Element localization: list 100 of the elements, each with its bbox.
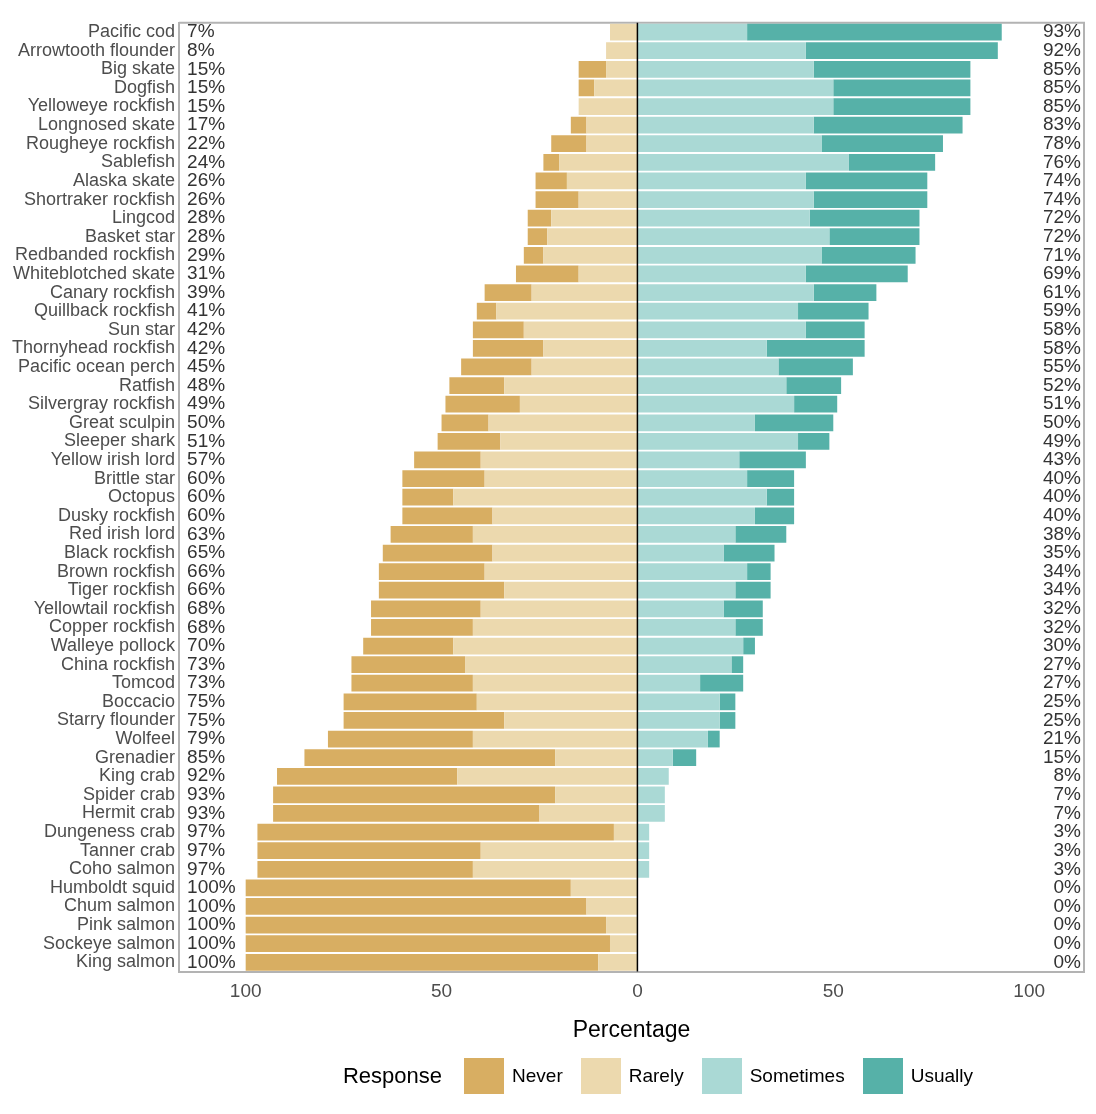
bar: [402, 470, 485, 487]
bar: [637, 433, 799, 450]
bar: [543, 340, 638, 357]
bar: [484, 284, 532, 301]
y-tick-label: Sablefish: [101, 151, 176, 172]
bar: [578, 191, 638, 208]
bar: [786, 377, 842, 394]
bar: [515, 265, 579, 283]
bar: [543, 153, 560, 171]
y-tick-label: Longnosed skate: [37, 114, 176, 135]
y-tick-label: Alaska skate: [73, 169, 176, 190]
bar: [586, 116, 638, 134]
bar: [472, 526, 638, 543]
y-tick-label: Wolfeel: [115, 728, 176, 749]
y-tick-label: Lingcod: [112, 207, 176, 228]
text: 8%: [1053, 764, 1081, 786]
text: 76%: [1042, 150, 1081, 172]
bar: [480, 842, 638, 860]
bar: [465, 656, 638, 674]
text: 85%: [1042, 57, 1081, 79]
y-tick-label: Walleye pollock: [50, 635, 177, 655]
text: 15%: [187, 57, 226, 79]
bar: [637, 842, 650, 860]
bar: [723, 544, 775, 562]
bar: [637, 153, 849, 171]
bar: [637, 377, 787, 394]
bar: [637, 451, 740, 469]
text: 49%: [187, 392, 226, 414]
bar: [833, 98, 971, 115]
y-tick-label: Black rockfish: [64, 541, 176, 562]
y-tick-label: Grenadier: [95, 746, 176, 767]
text: 51%: [1042, 392, 1081, 414]
bar: [245, 879, 571, 897]
text: 34%: [1042, 578, 1081, 600]
bar: [504, 377, 638, 394]
x-tick-label: 0: [632, 980, 643, 1002]
x-tick-label: 50: [822, 980, 844, 1002]
bar: [735, 526, 787, 543]
text: 40%: [1042, 485, 1081, 507]
bar: [637, 246, 822, 264]
bar: [570, 879, 638, 897]
text: 100%: [187, 950, 236, 972]
text: 0%: [1053, 950, 1081, 972]
bar: [363, 637, 454, 655]
bar: [472, 730, 638, 748]
bar: [707, 730, 720, 748]
bar: [637, 730, 708, 748]
y-tick-label: Tiger rockfish: [67, 579, 176, 600]
bar: [586, 135, 638, 153]
bar: [813, 116, 963, 134]
x-tick-label: 100: [229, 980, 262, 1002]
y-tick-label: Tomcod: [112, 672, 176, 693]
bar: [606, 916, 638, 934]
bar: [257, 842, 481, 860]
bar: [472, 619, 638, 636]
bar: [813, 191, 928, 208]
text: 58%: [1042, 318, 1081, 339]
bar: [637, 470, 748, 487]
bar: [437, 433, 501, 450]
bar: [578, 98, 638, 115]
y-tick-label: Pink salmon: [77, 914, 176, 935]
bar: [747, 470, 795, 487]
text: 42%: [187, 318, 226, 339]
bar: [382, 544, 493, 562]
bar: [500, 433, 638, 450]
bar: [637, 135, 822, 153]
bar: [672, 749, 697, 767]
y-tick-label: Starry flounder: [57, 709, 176, 730]
bar: [731, 656, 744, 674]
y-tick-label: King crab: [99, 765, 176, 786]
y-tick-label: Coho salmon: [69, 858, 176, 879]
bar: [414, 451, 481, 469]
bar: [523, 246, 544, 264]
y-tick-label: Thornyhead rockfish: [11, 337, 176, 358]
bar: [821, 135, 943, 153]
bar: [245, 953, 599, 971]
bar: [637, 563, 748, 580]
bar: [766, 340, 865, 357]
bar: [257, 860, 473, 878]
bar: [833, 79, 971, 97]
legend-label: Sometimes: [749, 1065, 845, 1087]
bar: [606, 42, 638, 60]
bar: [343, 712, 505, 729]
bar: [637, 619, 736, 636]
bar: [531, 358, 638, 376]
text: 3%: [1053, 857, 1081, 879]
bar: [578, 79, 595, 97]
bar: [606, 60, 638, 78]
y-tick-label: Redbanded rockfish: [14, 244, 176, 265]
bar: [735, 619, 763, 636]
y-tick-label: Brittle star: [94, 467, 176, 488]
bar: [637, 358, 779, 376]
bar: [637, 191, 814, 208]
bar: [821, 246, 916, 264]
y-tick-label: Copper rockfish: [49, 616, 176, 637]
y-tick-label: Octopus: [108, 486, 176, 507]
bar: [739, 451, 806, 469]
y-tick-label: Brown rockfish: [57, 560, 176, 581]
x-tick-label: 100: [1013, 980, 1046, 1002]
bar: [719, 712, 736, 729]
